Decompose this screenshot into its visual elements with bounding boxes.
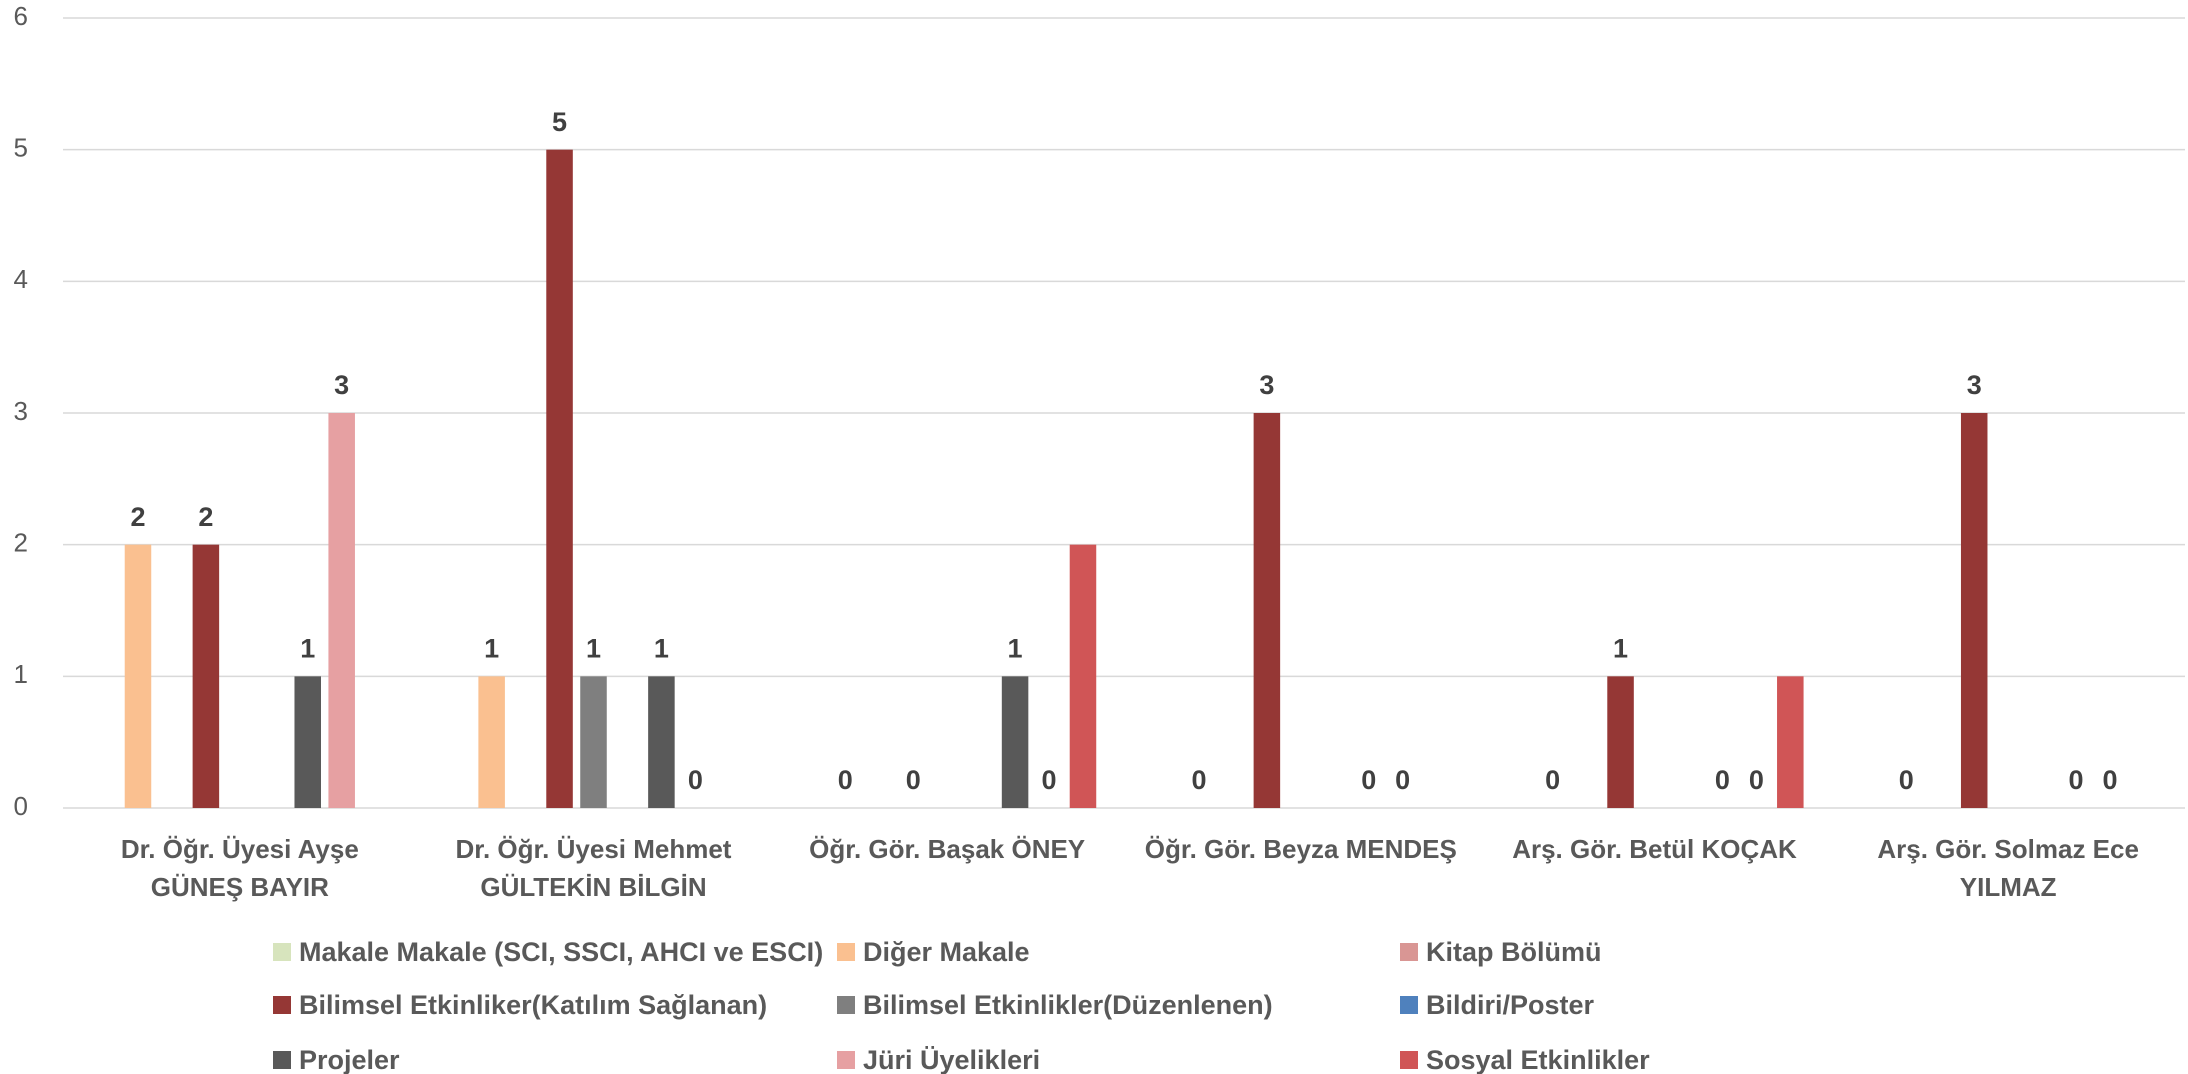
bar <box>1253 413 1281 808</box>
x-tick-label: Dr. Öğr. Üyesi Ayşe GÜNEŞ BAYIR <box>120 834 359 902</box>
legend-label: Projeler <box>299 1044 400 1074</box>
bar <box>1069 544 1097 808</box>
legend-swatch <box>1400 996 1418 1014</box>
data-label: 2 <box>130 502 145 532</box>
data-label: 0 <box>2103 765 2118 795</box>
data-label: 0 <box>838 765 853 795</box>
legend-swatch <box>1400 943 1418 961</box>
legend-swatch <box>837 943 855 961</box>
bar <box>580 676 607 808</box>
legend-item: Bilimsel Etkinliker(Katılım Sağlanan) <box>273 987 767 1023</box>
legend-label: Makale Makale (SCI, SSCI, AHCI ve ESCI) <box>299 936 824 967</box>
x-tick-label: Arş. Gör. Betül KOÇAK <box>1512 834 1797 864</box>
bar <box>478 676 505 808</box>
data-label: 0 <box>1545 765 1560 795</box>
legend-label: Sosyal Etkinlikler <box>1426 1044 1650 1074</box>
data-label: 0 <box>906 765 921 795</box>
bar <box>546 149 573 808</box>
legend-label: Jüri Üyelikleri <box>863 1044 1041 1074</box>
data-label: 1 <box>1613 633 1628 663</box>
legend-label: Bildiri/Poster <box>1426 989 1595 1020</box>
legend-item: Jüri Üyelikleri <box>837 1042 1040 1074</box>
y-tick-label: 5 <box>14 133 28 163</box>
bar <box>648 676 675 808</box>
data-label: 0 <box>1749 765 1764 795</box>
legend-item: Diğer Makale <box>837 934 1030 970</box>
data-label: 0 <box>688 765 703 795</box>
bar <box>192 544 220 808</box>
bar <box>124 544 152 808</box>
data-label: 0 <box>1361 765 1376 795</box>
x-tick-label: Öğr. Gör. Başak ÖNEY <box>809 834 1086 864</box>
legend-item: Sosyal Etkinlikler <box>1400 1042 1650 1074</box>
y-tick-label: 3 <box>14 396 28 426</box>
data-label: 0 <box>1395 765 1410 795</box>
data-label: 1 <box>484 633 499 663</box>
x-tick-label: Dr. Öğr. Üyesi Mehmet GÜLTEKİN BİLGİN <box>455 834 732 902</box>
legend-label: Diğer Makale <box>863 936 1030 967</box>
data-label: 0 <box>1042 765 1057 795</box>
y-tick-label: 4 <box>14 264 28 294</box>
bar <box>1960 413 1988 808</box>
legend-label: Bilimsel Etkinlikler(Düzenlenen) <box>863 989 1273 1020</box>
data-label: 1 <box>1008 633 1023 663</box>
legend-label: Kitap Bölümü <box>1426 936 1602 967</box>
bar <box>294 676 321 808</box>
data-label: 0 <box>2069 765 2084 795</box>
y-tick-label: 6 <box>14 1 28 31</box>
bar <box>328 413 355 808</box>
legend-swatch <box>273 943 291 961</box>
y-tick-label: 2 <box>14 528 28 558</box>
data-label: 3 <box>1259 370 1274 400</box>
data-label: 2 <box>198 502 213 532</box>
data-label: 5 <box>552 107 567 137</box>
legend-swatch <box>837 1051 855 1069</box>
y-tick-label: 1 <box>14 659 28 689</box>
data-label: 0 <box>1191 765 1206 795</box>
legend-swatch <box>1400 1051 1418 1069</box>
x-tick-label: Öğr. Gör. Beyza MENDEŞ <box>1144 834 1457 864</box>
data-label: 3 <box>1967 370 1982 400</box>
y-tick-label: 0 <box>14 791 28 821</box>
x-tick-label: Arş. Gör. Solmaz Ece YILMAZ <box>1877 834 2139 902</box>
legend-item: Bilimsel Etkinlikler(Düzenlenen) <box>837 987 1273 1023</box>
bar <box>1607 676 1634 808</box>
legend-swatch <box>273 1051 291 1069</box>
data-label: 0 <box>1899 765 1914 795</box>
legend-swatch <box>837 996 855 1014</box>
legend-item: Makale Makale (SCI, SSCI, AHCI ve ESCI) <box>273 934 823 970</box>
data-label: 1 <box>586 633 601 663</box>
data-label: 1 <box>300 633 315 663</box>
legend-item: Kitap Bölümü <box>1400 934 1602 970</box>
data-label: 3 <box>334 370 349 400</box>
bar <box>1777 676 1804 808</box>
bar <box>1001 676 1029 808</box>
legend-label: Bilimsel Etkinliker(Katılım Sağlanan) <box>299 989 768 1020</box>
legend-swatch <box>273 996 291 1014</box>
data-label: 1 <box>654 633 669 663</box>
data-label: 0 <box>1715 765 1730 795</box>
legend-item: Bildiri/Poster <box>1400 987 1594 1023</box>
legend-item: Projeler <box>273 1042 400 1074</box>
